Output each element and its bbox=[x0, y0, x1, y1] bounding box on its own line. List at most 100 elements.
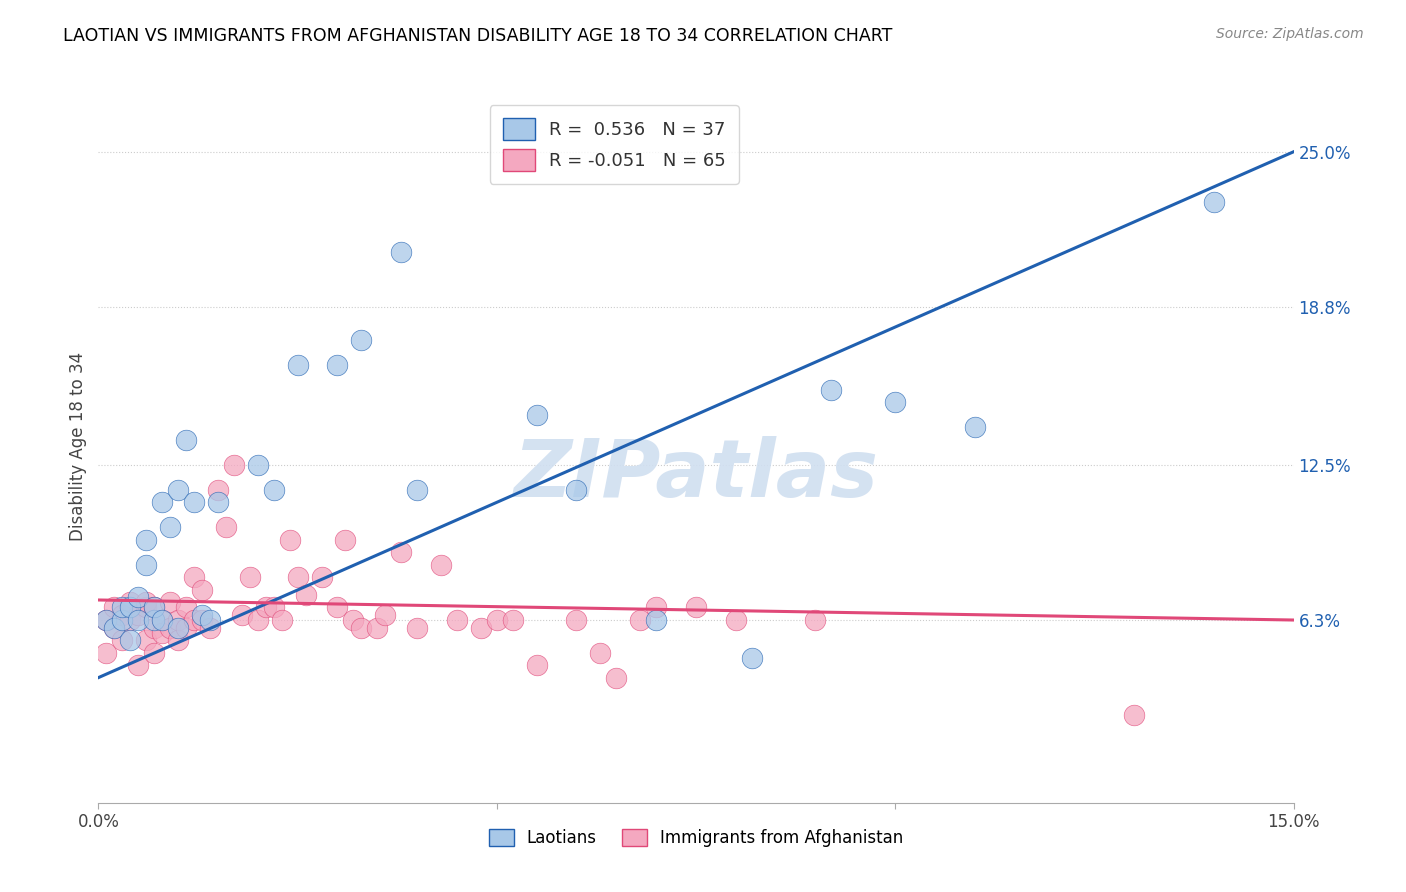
Point bbox=[111, 613, 134, 627]
Y-axis label: Disability Age 18 to 34: Disability Age 18 to 34 bbox=[69, 351, 87, 541]
Point bbox=[502, 613, 524, 627]
Point bbox=[135, 533, 157, 547]
Point bbox=[150, 613, 173, 627]
Point bbox=[366, 621, 388, 635]
Point bbox=[183, 495, 205, 509]
Point bbox=[605, 671, 627, 685]
Point bbox=[198, 613, 221, 627]
Point bbox=[183, 613, 205, 627]
Point bbox=[103, 621, 125, 635]
Text: ZIPatlas: ZIPatlas bbox=[513, 435, 879, 514]
Point bbox=[191, 613, 214, 627]
Point bbox=[120, 633, 142, 648]
Point bbox=[311, 570, 333, 584]
Point bbox=[96, 646, 118, 660]
Point bbox=[127, 613, 149, 627]
Point bbox=[135, 595, 157, 609]
Point bbox=[103, 600, 125, 615]
Point bbox=[159, 520, 181, 534]
Point bbox=[150, 495, 173, 509]
Point bbox=[239, 570, 262, 584]
Point bbox=[263, 483, 285, 497]
Point bbox=[111, 600, 134, 615]
Point bbox=[174, 600, 197, 615]
Point bbox=[222, 458, 245, 472]
Text: LAOTIAN VS IMMIGRANTS FROM AFGHANISTAN DISABILITY AGE 18 TO 34 CORRELATION CHART: LAOTIAN VS IMMIGRANTS FROM AFGHANISTAN D… bbox=[63, 27, 893, 45]
Point bbox=[191, 607, 214, 622]
Point bbox=[254, 600, 277, 615]
Text: Source: ZipAtlas.com: Source: ZipAtlas.com bbox=[1216, 27, 1364, 41]
Point bbox=[430, 558, 453, 572]
Point bbox=[167, 613, 190, 627]
Point bbox=[350, 621, 373, 635]
Point bbox=[174, 433, 197, 447]
Point bbox=[135, 558, 157, 572]
Point bbox=[127, 607, 149, 622]
Point bbox=[526, 658, 548, 673]
Point bbox=[198, 621, 221, 635]
Point bbox=[120, 600, 142, 615]
Point bbox=[406, 621, 429, 635]
Point bbox=[645, 600, 668, 615]
Point bbox=[565, 613, 588, 627]
Point bbox=[103, 621, 125, 635]
Point bbox=[685, 600, 707, 615]
Point bbox=[127, 658, 149, 673]
Point bbox=[270, 613, 292, 627]
Point bbox=[120, 613, 142, 627]
Point bbox=[963, 420, 986, 434]
Point bbox=[111, 633, 134, 648]
Point bbox=[485, 613, 508, 627]
Point bbox=[335, 533, 357, 547]
Point bbox=[287, 570, 309, 584]
Point bbox=[207, 495, 229, 509]
Point bbox=[135, 633, 157, 648]
Point bbox=[1123, 708, 1146, 723]
Point bbox=[374, 607, 396, 622]
Point bbox=[278, 533, 301, 547]
Legend: Laotians, Immigrants from Afghanistan: Laotians, Immigrants from Afghanistan bbox=[481, 821, 911, 855]
Point bbox=[406, 483, 429, 497]
Point bbox=[183, 570, 205, 584]
Point bbox=[215, 520, 238, 534]
Point bbox=[143, 621, 166, 635]
Point bbox=[96, 613, 118, 627]
Point bbox=[589, 646, 612, 660]
Point bbox=[326, 358, 349, 372]
Point bbox=[446, 613, 468, 627]
Point bbox=[174, 621, 197, 635]
Point bbox=[628, 613, 651, 627]
Point bbox=[231, 607, 253, 622]
Point bbox=[143, 613, 166, 627]
Point bbox=[135, 600, 157, 615]
Point bbox=[470, 621, 492, 635]
Point bbox=[884, 395, 907, 409]
Point bbox=[565, 483, 588, 497]
Point bbox=[350, 333, 373, 347]
Point bbox=[120, 595, 142, 609]
Point bbox=[143, 600, 166, 615]
Point bbox=[111, 607, 134, 622]
Point bbox=[127, 591, 149, 605]
Point bbox=[246, 613, 269, 627]
Point bbox=[143, 600, 166, 615]
Point bbox=[645, 613, 668, 627]
Point bbox=[150, 625, 173, 640]
Point bbox=[724, 613, 747, 627]
Point bbox=[159, 621, 181, 635]
Point bbox=[167, 483, 190, 497]
Point bbox=[150, 613, 173, 627]
Point bbox=[389, 244, 412, 259]
Point bbox=[167, 633, 190, 648]
Point bbox=[526, 408, 548, 422]
Point bbox=[191, 582, 214, 597]
Point bbox=[294, 588, 316, 602]
Point bbox=[96, 613, 118, 627]
Point bbox=[246, 458, 269, 472]
Point bbox=[326, 600, 349, 615]
Point bbox=[389, 545, 412, 559]
Point bbox=[287, 358, 309, 372]
Point bbox=[342, 613, 364, 627]
Point bbox=[167, 621, 190, 635]
Point bbox=[820, 383, 842, 397]
